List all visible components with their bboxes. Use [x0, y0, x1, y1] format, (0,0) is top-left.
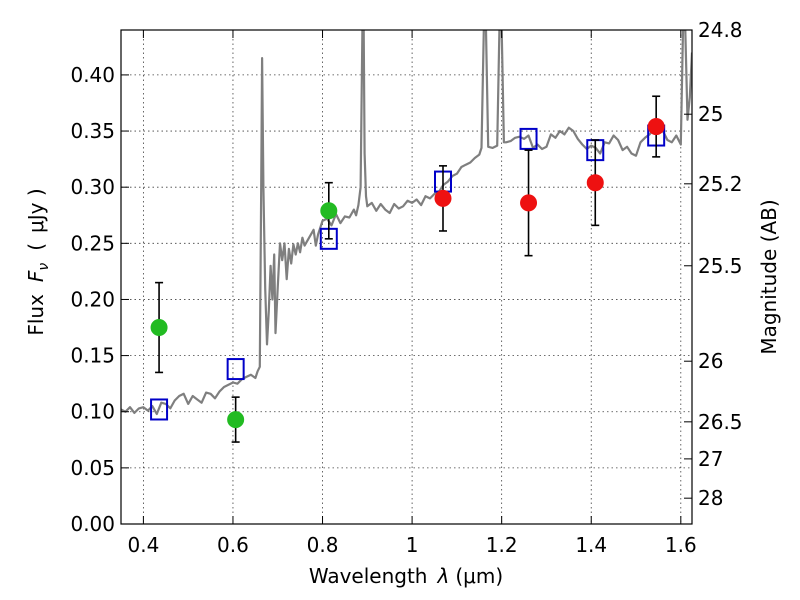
spectrum-line: [121, 30, 692, 416]
x-tick-label: 0.4: [127, 533, 159, 557]
x-tick-label: 0.6: [217, 533, 249, 557]
right-tick-label: 27: [698, 447, 723, 471]
x-tick-label: 1.6: [665, 533, 697, 557]
y-tick-label: 0.20: [70, 287, 115, 311]
model-square: [519, 127, 538, 150]
right-tick-label: 25.5: [698, 254, 743, 278]
x-tick-label: 1.2: [486, 533, 518, 557]
photometry-point: [227, 411, 245, 429]
y-tick-label: 0.05: [70, 456, 115, 480]
photometry-point: [586, 174, 604, 192]
y-tick-label: 0.15: [70, 344, 115, 368]
x-tick-label: 1.4: [575, 533, 607, 557]
y-tick-label: 0.10: [70, 400, 115, 424]
right-tick-label: 26: [698, 349, 723, 373]
y-tick-label: 0.00: [70, 512, 115, 536]
photometry-point: [320, 202, 338, 220]
y-tick-label: 0.30: [70, 175, 115, 199]
plot-frame: [120, 29, 693, 525]
model-square: [150, 398, 169, 421]
grid: [121, 30, 692, 525]
photometry-point: [150, 319, 168, 337]
model-square: [226, 358, 245, 381]
photometry-point: [647, 118, 665, 136]
y-tick-label: 0.40: [70, 63, 115, 87]
x-axis-title: Wavelength λ (μm): [309, 564, 503, 588]
right-tick-label: 28: [698, 486, 723, 510]
right-tick-label: 25.2: [698, 172, 743, 196]
y-axis-right-title: Magnitude (AB): [757, 199, 781, 354]
x-tick-label: 1: [406, 533, 419, 557]
photometry-point: [520, 194, 538, 212]
y-tick-label: 0.25: [70, 231, 115, 255]
y-tick-label: 0.35: [70, 119, 115, 143]
right-tick-label: 25: [698, 102, 723, 126]
right-tick-label: 24.8: [698, 18, 743, 42]
axis-ticks: 0.4 0.6 0.8 1 1.2 1.4 1.6 0.00 0.05 0.10 0.15 0.20 0…: [70, 18, 742, 557]
x-tick-label: 0.8: [307, 533, 339, 557]
photometry-points: [150, 118, 665, 429]
y-axis-title: FluxFν(μJy ): [24, 188, 52, 335]
photometry-point: [434, 189, 452, 207]
model-points: [150, 124, 666, 421]
right-tick-label: 26.5: [698, 410, 743, 434]
